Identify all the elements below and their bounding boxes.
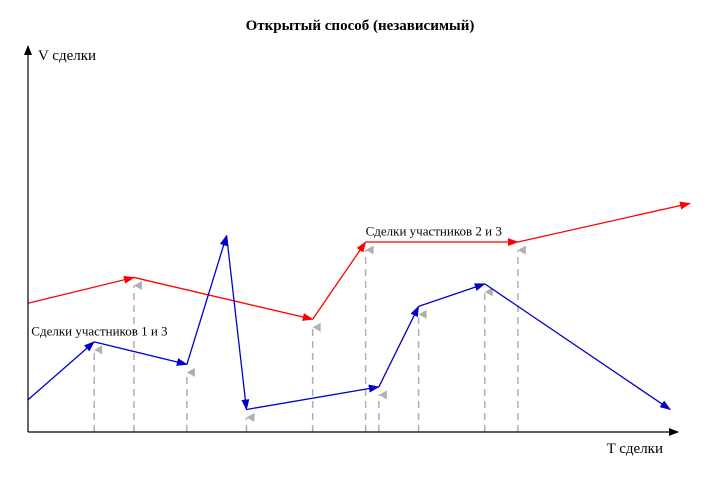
annotations: Сделки участников 1 и 3 Сделки участников… (31, 224, 502, 339)
series-1-segment (517, 201, 691, 243)
series-2-segment (378, 305, 420, 388)
series-1-segment (312, 241, 367, 320)
annotation-label: Сделки участников 2 и 3 (366, 224, 502, 239)
drop-lines (93, 245, 526, 432)
series-2-segment (27, 341, 95, 401)
chart-title: Открытый способ (независимый) (246, 18, 475, 34)
series-2-segment (225, 235, 250, 411)
series-2-segment (246, 384, 380, 411)
series-group (27, 201, 691, 411)
series-2-segment (418, 283, 486, 308)
series-2-segment (186, 234, 228, 365)
series-1-segment (133, 276, 314, 321)
annotation-label: Сделки участников 1 и 3 (31, 323, 167, 338)
series-1-segment (27, 275, 135, 304)
y-axis-label: V сделки (38, 48, 96, 64)
x-axis-label: T сделки (607, 441, 663, 457)
series-2-segment (484, 283, 671, 411)
series-2-segment (94, 341, 188, 366)
